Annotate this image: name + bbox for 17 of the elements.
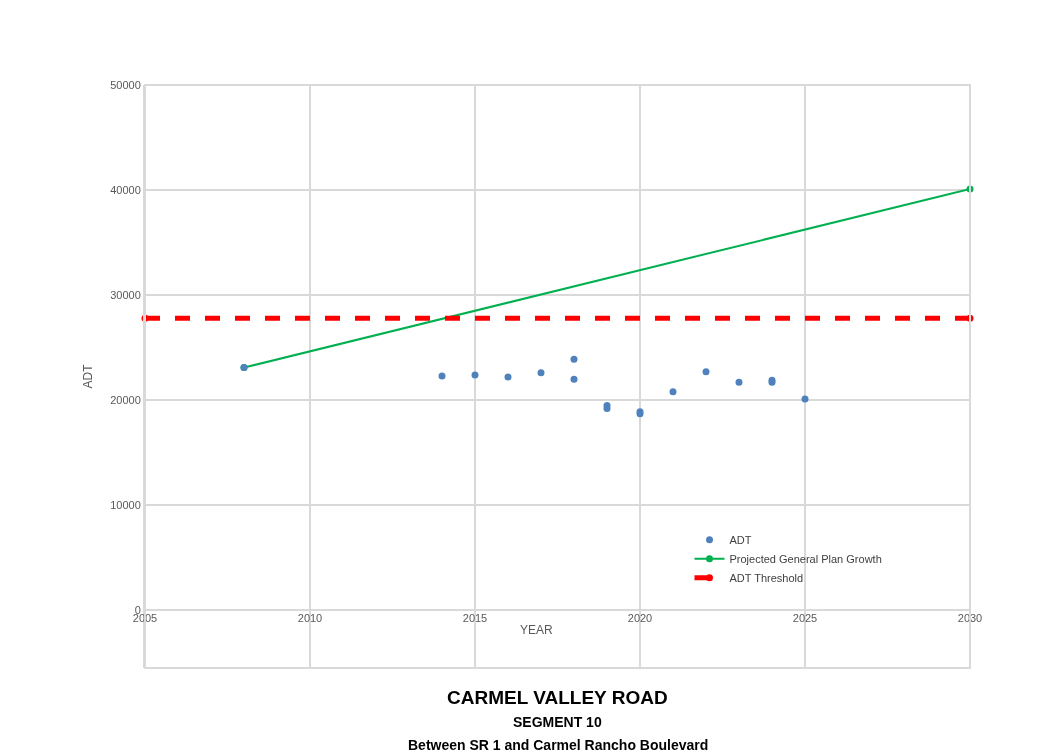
legend-label: Projected General Plan Growth xyxy=(729,553,882,565)
y-axis-title: ADT xyxy=(81,363,96,389)
x-tick-label: 2010 xyxy=(297,612,323,625)
x-tick-label: 2025 xyxy=(792,612,818,625)
y-tick-label: 40000 xyxy=(110,183,141,196)
y-tick-label: 30000 xyxy=(110,288,141,301)
y-tick-label: 50000 xyxy=(110,78,141,91)
x-tick-label: 2015 xyxy=(462,612,488,625)
legend-label: ADT Threshold xyxy=(729,572,804,584)
text: SEGMENT 10 xyxy=(513,714,602,730)
y-tick-label: 10000 xyxy=(110,499,141,512)
text: Between SR 1 and Carmel Rancho Boulevard xyxy=(408,737,709,753)
x-axis-title: YEAR xyxy=(520,623,554,637)
x-tick-label: 2020 xyxy=(627,612,653,625)
legend-label: ADT xyxy=(729,534,752,546)
y-tick-label: 20000 xyxy=(110,393,141,406)
text: CARMEL VALLEY ROAD xyxy=(447,687,668,708)
